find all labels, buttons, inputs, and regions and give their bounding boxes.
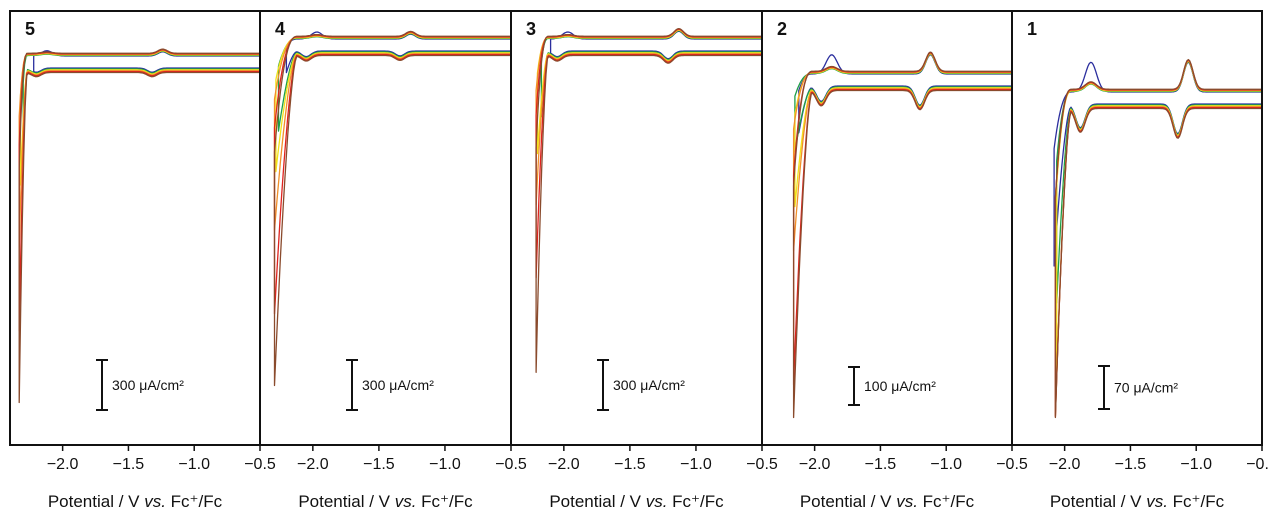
panel-label: 4 [275,19,285,39]
scale-bar-label: 100 μA/cm² [864,378,936,394]
x-axis-title-text: Potential / V [800,492,896,511]
x-axis-title: Potential / V vs. Fc⁺/Fc [800,492,975,511]
x-tick-label: −1.0 [680,456,712,473]
x-tick-label: −0.5 [996,456,1028,473]
x-tick-label: −2.0 [47,456,79,473]
scale-bar-label: 300 μA/cm² [613,377,685,393]
cv-trace-5 [18,49,260,332]
scale-bar-label: 300 μA/cm² [112,377,184,393]
x-axis-title-vs: vs. [144,492,166,511]
cv-trace-6 [1054,58,1262,419]
cv-trace-1 [1053,61,1262,267]
scale-bar-label: 70 μA/cm² [1114,380,1178,396]
x-axis-title-ref: Fc⁺/Fc [918,492,975,511]
x-tick-label: −1.5 [614,456,646,473]
x-axis-title: Potential / V vs. Fc⁺/Fc [1050,492,1225,511]
cv-panel-3: 3 −2.0 −1.5 −1.0 −0.5 300 μA/cm² Potential / V… [510,10,778,511]
cv-panel-4: 4 −2.0 −1.5 −1.0 −0.5 300 μA/cm² Potential / V… [259,10,527,511]
cv-trace-4 [792,52,1012,252]
cv-trace-6 [18,48,260,404]
cv-trace-2 [540,30,762,118]
cv-trace-4 [273,31,511,231]
x-tick-label: −2.0 [548,456,580,473]
panel-label: 1 [1027,19,1037,39]
x-tick-label: −1.0 [429,456,461,473]
x-axis-title: Potential / V vs. Fc⁺/Fc [549,492,724,511]
x-tick-label: −1.5 [363,456,395,473]
cv-trace-5 [792,51,1012,386]
cv-panel-5: 5 −2.0 −1.5 −1.0 −0.5 300 μA/cm² Potential / V… [9,10,276,511]
cv-trace-2 [277,32,511,132]
x-tick-label: −0.5 [495,456,527,473]
x-axis-title-text: Potential / V [1050,492,1146,511]
x-axis-title: Potential / V vs. Fc⁺/Fc [48,492,223,511]
cv-trace-5 [273,31,511,315]
x-tick-label: −0.5 [244,456,276,473]
panel-frame [1011,10,1263,446]
cv-trace-2 [22,50,260,149]
x-axis-title-vs: vs. [1146,492,1168,511]
x-tick-label: −2.0 [1049,456,1081,473]
x-axis-title-ref: Fc⁺/Fc [166,492,223,511]
x-axis-title-text: Potential / V [48,492,144,511]
cv-trace-3 [536,29,762,155]
x-axis-title-vs: vs. [395,492,417,511]
x-tick-label: −1.0 [1180,456,1212,473]
x-tick-label: −1.5 [1115,456,1147,473]
x-tick-label: −1.0 [178,456,210,473]
scale-bar-label: 300 μA/cm² [362,377,434,393]
x-axis-title-text: Potential / V [298,492,394,511]
panel-label: 2 [777,19,787,39]
x-axis-title: Potential / V vs. Fc⁺/Fc [298,492,473,511]
x-tick-label: −1.5 [865,456,897,473]
cv-trace-6 [273,30,511,387]
x-tick-label: −2.0 [297,456,329,473]
panel-label: 3 [526,19,536,39]
cv-panel-2: 2 −2.0 −1.5 −1.0 −0.5 100 μA/cm² Potential / V… [761,10,1028,511]
x-tick-label: −1.0 [930,456,962,473]
x-tick-label: −0.5 [1246,456,1269,473]
cv-trace-4 [18,49,260,248]
cv-trace-5 [535,28,762,279]
cv-trace-6 [792,51,1012,419]
cv-trace-2 [1056,61,1262,304]
x-axis-title-ref: Fc⁺/Fc [1168,492,1225,511]
x-axis-title-vs: vs. [896,492,918,511]
x-tick-label: −1.5 [113,456,145,473]
cv-trace-3 [794,53,1012,208]
x-tick-label: −0.5 [746,456,778,473]
x-axis-title-text: Potential / V [549,492,645,511]
panel-label: 5 [25,19,35,39]
x-axis-title-vs: vs. [646,492,668,511]
x-tick-label: −2.0 [799,456,831,473]
x-axis-title-ref: Fc⁺/Fc [667,492,724,511]
cv-trace-6 [535,27,762,373]
cv-panel-1: 1 −2.0 −1.5 −1.0 −0.5 70 μA/cm² Potential / V … [1011,10,1269,511]
x-axis-title-ref: Fc⁺/Fc [416,492,473,511]
